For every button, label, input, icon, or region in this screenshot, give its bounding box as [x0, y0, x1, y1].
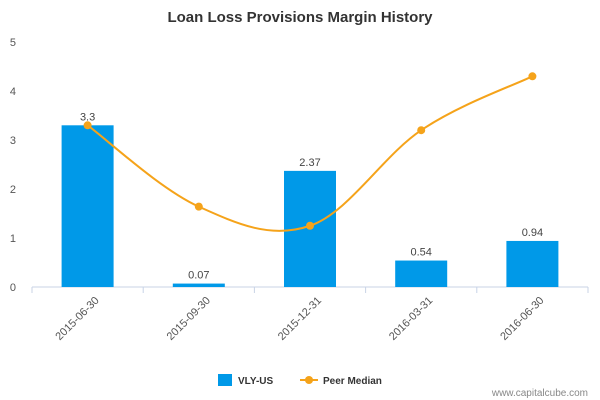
x-tick-label: 2015-09-30 — [165, 295, 213, 343]
peer-median-point — [306, 221, 314, 230]
bar-data-label: 0.54 — [410, 247, 431, 259]
x-axis-ticks — [31, 287, 589, 293]
peer-median-point — [83, 121, 92, 130]
y-axis-ticks: 0 1 2 3 4 5 — [10, 37, 16, 294]
line-series — [83, 72, 537, 232]
watermark: www.capitalcube.com — [491, 388, 588, 399]
legend-label-vly: VLY-US — [238, 376, 274, 387]
x-tick-label: 2015-12-31 — [276, 295, 324, 343]
chart-title: Loan Loss Provisions Margin History — [167, 9, 433, 26]
legend: VLY-US Peer Median — [218, 374, 382, 387]
x-axis-labels: 2015-06-30 2015-09-30 2015-12-31 2016-03-31… — [53, 295, 546, 343]
y-tick-label: 1 — [10, 233, 16, 245]
x-tick-label: 2016-03-31 — [387, 295, 435, 343]
bar-data-label: 0.94 — [522, 227, 543, 239]
bar-data-labels: 3.3 0.07 2.37 0.54 0.94 — [80, 111, 543, 281]
bar — [506, 240, 559, 287]
x-tick-label: 2016-06-30 — [498, 295, 546, 343]
peer-median-point — [528, 72, 537, 81]
bar — [61, 125, 114, 287]
peer-median-point — [194, 202, 203, 211]
bar-data-label: 3.3 — [80, 111, 95, 123]
bar-series — [61, 125, 559, 287]
legend-marker-icon — [305, 376, 313, 384]
bar — [172, 283, 225, 287]
y-tick-label: 2 — [10, 184, 16, 196]
legend-bar-swatch-icon — [218, 374, 232, 386]
y-tick-label: 0 — [10, 282, 16, 294]
x-tick-label: 2015-06-30 — [53, 295, 101, 343]
bar-data-label: 0.07 — [188, 270, 209, 282]
y-tick-label: 5 — [10, 37, 16, 49]
legend-label-peer-median: Peer Median — [323, 376, 382, 387]
bar-data-label: 2.37 — [299, 157, 320, 169]
peer-median-point — [417, 126, 426, 135]
bar — [395, 260, 448, 287]
y-tick-label: 4 — [10, 86, 16, 98]
y-tick-label: 3 — [10, 135, 16, 147]
